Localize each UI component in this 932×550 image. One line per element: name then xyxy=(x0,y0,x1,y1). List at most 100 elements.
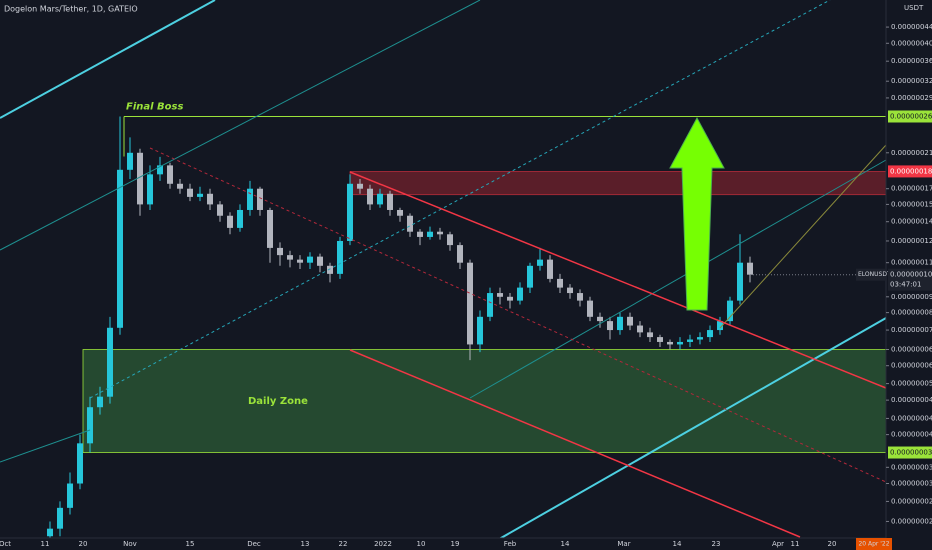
candle-body xyxy=(557,278,563,288)
x-tick-label: 20 xyxy=(828,540,837,548)
candle-body xyxy=(197,193,203,197)
y-tick-label: 0.0000000300 xyxy=(891,480,932,488)
last-price-tag xyxy=(888,268,932,291)
trend-line xyxy=(0,429,91,463)
candle-body xyxy=(337,240,343,274)
trend-line xyxy=(479,317,887,550)
candle-body xyxy=(217,204,223,216)
trend-line xyxy=(0,0,481,251)
currency: USDT xyxy=(904,4,924,12)
price-tag-label: 0.0000002600 xyxy=(890,112,932,120)
price-tag xyxy=(888,446,932,459)
channel-top xyxy=(349,171,887,389)
candle-body xyxy=(257,188,263,210)
channel-mid xyxy=(149,147,887,483)
x-tick-label: Feb xyxy=(504,540,517,548)
candle-body xyxy=(377,193,383,205)
candle-body xyxy=(617,316,623,331)
candle-body xyxy=(157,165,163,175)
candle-body xyxy=(677,341,683,345)
chart-title: Dogelon Mars/Tether, 1D, GATEIO xyxy=(4,5,138,14)
candle-body xyxy=(537,259,543,266)
candle-body xyxy=(567,287,573,294)
trend-line xyxy=(719,144,887,329)
candle-body xyxy=(87,407,93,444)
candle-body xyxy=(607,321,613,331)
trend-line xyxy=(89,0,831,399)
trend-line xyxy=(469,159,887,399)
y-tick-label: 0.0000000270 xyxy=(891,497,932,505)
x-tick-label: 15 xyxy=(186,540,195,548)
candle-body xyxy=(277,247,283,256)
drawings: Final Boss Daily Zone xyxy=(82,101,887,453)
candle-body xyxy=(437,231,443,235)
x-tick-label: Apr xyxy=(772,540,784,548)
up-arrow xyxy=(669,116,725,311)
countdown: 03:47:01 xyxy=(890,281,921,289)
candle-body xyxy=(127,152,133,170)
y-tick-label: 0.0000002100 xyxy=(891,149,932,157)
x-tick-label: 20 xyxy=(79,540,88,548)
candle-body xyxy=(267,209,273,248)
candle-body xyxy=(517,287,523,301)
x-tick-label: 11 xyxy=(791,540,800,548)
candle-body xyxy=(417,231,423,237)
y-tick-label: 0.0000001400 xyxy=(891,218,932,226)
candle-body xyxy=(507,296,513,301)
y-tick-label: 0.0000000540 xyxy=(891,380,932,388)
candle-body xyxy=(77,443,83,484)
candle-body xyxy=(717,321,723,331)
candle-body xyxy=(737,262,743,301)
candle-body xyxy=(747,262,753,275)
daily-zone xyxy=(82,349,887,453)
candle-body xyxy=(447,234,453,246)
candle-body xyxy=(497,293,503,297)
y-tick-label: 0.0000000900 xyxy=(891,293,932,301)
candle-body xyxy=(327,265,333,274)
candle-body xyxy=(207,193,213,205)
x-tick-label: 23 xyxy=(712,540,721,548)
candle-body xyxy=(467,262,473,345)
candle-body xyxy=(477,316,483,345)
candle-body xyxy=(237,209,243,228)
annotation: Daily Zone xyxy=(248,396,308,407)
x-tick-label: 14 xyxy=(673,540,682,548)
candle-body xyxy=(697,337,703,340)
y-tick-label: 0.0000000330 xyxy=(891,463,932,471)
candle-body xyxy=(97,396,103,408)
trend-line xyxy=(0,0,216,119)
x-tick-label: 11 xyxy=(41,540,50,548)
candle-body xyxy=(147,174,153,205)
candle-body xyxy=(637,325,643,333)
candle-body xyxy=(577,293,583,301)
y-tick-label: 0.0000003200 xyxy=(891,77,932,85)
symbol-tag xyxy=(856,268,886,281)
candle-body xyxy=(307,256,313,263)
candle-body xyxy=(707,330,713,338)
y-tick-label: 0.0000000490 xyxy=(891,396,932,404)
y-tick-label: 0.0000004400 xyxy=(891,23,932,31)
x-tick-label: 22 xyxy=(339,540,348,548)
y-tick-label: 0.0000000240 xyxy=(891,517,932,525)
x-tick-label: 14 xyxy=(561,540,570,548)
candle-body xyxy=(727,300,733,322)
candle-body xyxy=(457,245,463,263)
candle-body xyxy=(397,209,403,216)
candle-body xyxy=(367,188,373,205)
candle-body xyxy=(167,165,173,184)
candle-body xyxy=(297,259,303,263)
price-tag-label: 0.0000001882 xyxy=(890,167,932,175)
y-tick-label: 0.0000000440 xyxy=(891,414,932,422)
channel-bottom xyxy=(349,349,801,538)
y-tick-label: 0.0000001700 xyxy=(891,185,932,193)
y-tick-label: 0.0000001550 xyxy=(891,200,932,208)
annotation: Final Boss xyxy=(126,101,183,112)
candle-body xyxy=(287,255,293,260)
last-price-label: 0.0000001025 xyxy=(890,271,932,279)
x-tick-label: 19 xyxy=(451,540,460,548)
x-tick-label: 10 xyxy=(417,540,426,548)
candle-body xyxy=(667,341,673,345)
candle-body xyxy=(247,188,253,210)
